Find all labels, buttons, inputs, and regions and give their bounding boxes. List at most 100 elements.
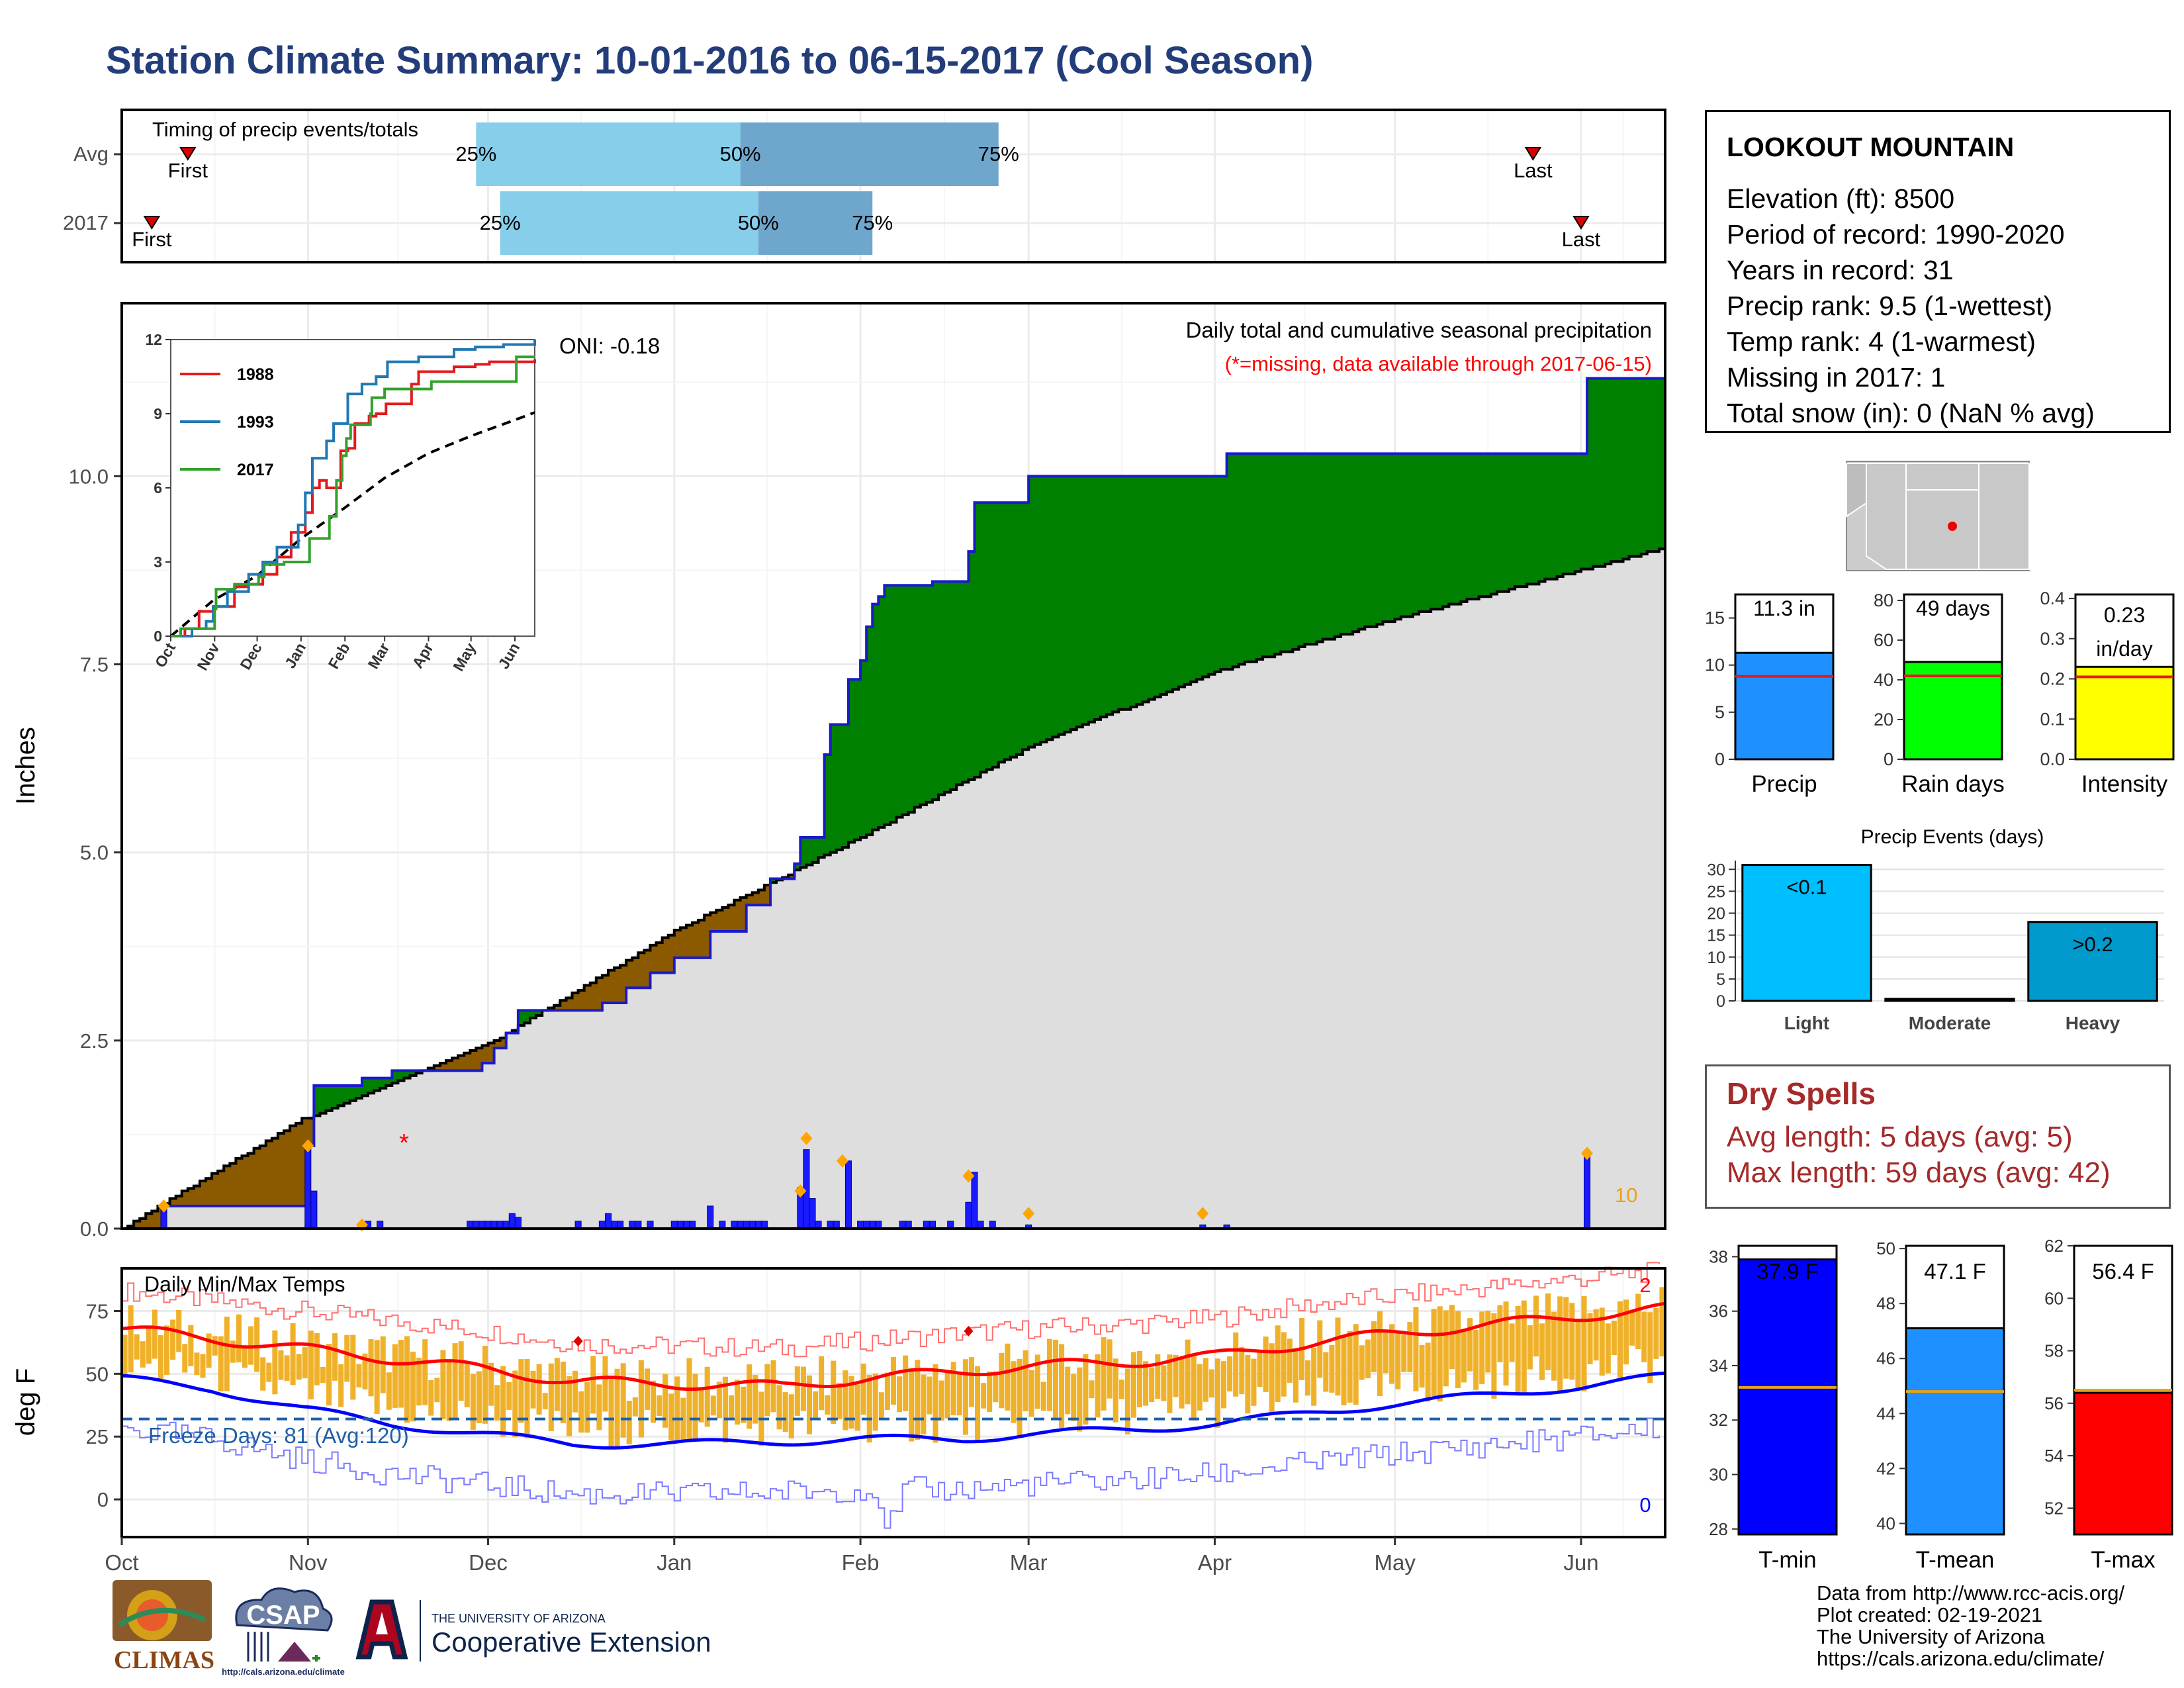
- daily-temp-range-bar: [638, 1360, 644, 1438]
- below-normal-area: [722, 907, 729, 932]
- below-normal-area: [169, 1199, 177, 1206]
- above-normal-area: [1425, 453, 1432, 612]
- above-normal-area: [1473, 453, 1480, 599]
- logos: CLIMAS CSAP http://cals.arizona.edu/clim…: [113, 1580, 711, 1677]
- record-high-count: 2: [1639, 1274, 1651, 1297]
- above-normal-area: [866, 626, 874, 835]
- record-low-line: [122, 1417, 1660, 1529]
- daily-temp-range-bar: [848, 1376, 854, 1429]
- daily-temp-range-bar: [974, 1366, 981, 1442]
- y-tick-label: 5.0: [80, 841, 109, 865]
- timing-panel: 25% 50% 75% First Last Avg 25% 50% 75% First Last 2…: [63, 109, 1666, 263]
- daily-temp-range-bar: [380, 1336, 386, 1393]
- daily-temp-range-bar: [1275, 1325, 1281, 1403]
- dry-spells-panel: Dry Spells Avg length: 5 days (avg: 5) M…: [1705, 1064, 2171, 1209]
- summary-y-tick-label: 0: [1884, 749, 1893, 769]
- daily-temp-range-bar: [572, 1370, 578, 1413]
- above-normal-area: [986, 502, 993, 770]
- daily-temp-range-bar: [1647, 1312, 1653, 1383]
- above-normal-area: [1394, 453, 1402, 620]
- daily-temp-range-bar: [1533, 1295, 1539, 1357]
- daily-temp-range-bar: [1611, 1321, 1617, 1356]
- above-normal-area: [944, 581, 952, 792]
- daily-temp-range-bar: [1527, 1325, 1533, 1370]
- daily-temp-range-bar: [1263, 1336, 1269, 1392]
- daily-temp-range-bar: [1539, 1323, 1545, 1380]
- daily-temp-range-bar: [680, 1397, 686, 1441]
- above-normal-area: [1185, 476, 1191, 684]
- daily-temp-range-bar: [776, 1385, 782, 1430]
- below-normal-area: [187, 1188, 195, 1206]
- map-state-outline: [1866, 463, 1907, 570]
- daily-temp-range-bar: [584, 1382, 590, 1433]
- summary-y-tick-label: 0.3: [2040, 629, 2065, 649]
- daily-temp-range-bar: [1473, 1329, 1479, 1390]
- daily-temp-range-bar: [987, 1371, 993, 1413]
- daily-temp-range-bar: [188, 1325, 194, 1366]
- above-normal-area: [1124, 476, 1132, 708]
- above-normal-area: [1197, 476, 1204, 679]
- below-normal-area: [152, 1210, 159, 1229]
- below-normal-area: [704, 916, 711, 958]
- above-normal-area: [1449, 453, 1456, 605]
- temp-summary-y-tick-label: 48: [1876, 1293, 1895, 1313]
- daily-temp-range-bar: [560, 1361, 566, 1423]
- daily-temp-range-bar: [620, 1363, 626, 1438]
- summary-y-tick-label: 20: [1874, 710, 1893, 729]
- daily-temp-range-bar: [1149, 1367, 1155, 1402]
- daily-temp-range-bar: [266, 1362, 272, 1382]
- event-count-label: 10: [1615, 1184, 1637, 1207]
- daily-temp-range-bar: [1143, 1361, 1149, 1406]
- daily-temp-range-bar: [338, 1364, 344, 1407]
- daily-temp-range-bar: [837, 1383, 842, 1419]
- daily-temp-range-bar: [332, 1333, 338, 1381]
- above-normal-area: [1418, 453, 1426, 613]
- daily-temp-range-bar: [1197, 1364, 1203, 1411]
- temp-summary-bars: 28 30 32 34 36 38 37.9 F T-min 40 42 44 46 48 50 47.1 …: [1709, 1236, 2173, 1573]
- daily-temp-range-bar: [212, 1336, 218, 1356]
- event-marker: [800, 1131, 813, 1145]
- below-normal-area: [746, 895, 753, 906]
- daily-temp-range-bar: [933, 1364, 938, 1443]
- daily-temp-range-bar: [308, 1331, 314, 1400]
- above-normal-area: [404, 1070, 411, 1078]
- below-normal-area: [134, 1221, 141, 1229]
- csap-logo: CSAP http://cals.arizona.edu/climate: [222, 1587, 345, 1677]
- daily-temp-range-bar: [272, 1330, 278, 1395]
- daily-temp-range-bar: [416, 1358, 422, 1406]
- below-normal-area: [253, 1149, 261, 1206]
- inset-y-tick-label: 3: [154, 553, 162, 571]
- x-tick-label: Jan: [657, 1550, 692, 1575]
- below-normal-area: [572, 993, 579, 1011]
- temp-summary-bar: [1905, 1327, 2005, 1536]
- below-normal-area: [445, 1061, 453, 1071]
- temp-summary-y-tick-label: 38: [1709, 1246, 1728, 1266]
- below-normal-area: [290, 1127, 296, 1206]
- daily-temp-range-bar: [602, 1356, 608, 1412]
- daily-temp-range-bar: [632, 1397, 638, 1417]
- footer-credits: Data from http://www.rcc-acis.org/ Plot …: [1817, 1582, 2124, 1669]
- daily-temp-range-bar: [938, 1380, 944, 1421]
- daily-temp-range-bar: [350, 1335, 356, 1400]
- daily-temp-range-bar: [1455, 1311, 1461, 1388]
- daily-temp-range-bar: [1503, 1301, 1509, 1385]
- event-marker: [1023, 1207, 1035, 1221]
- above-normal-area: [1455, 453, 1462, 604]
- daily-temp-range-bar: [1389, 1324, 1395, 1384]
- above-normal-area: [1214, 476, 1222, 672]
- daily-temp-range-bar: [1167, 1354, 1173, 1413]
- daily-temp-range-bar: [1107, 1339, 1113, 1399]
- y-tick-label: 10.0: [69, 465, 109, 488]
- avg-tmax-line: [121, 1301, 1666, 1391]
- below-normal-area: [764, 886, 771, 906]
- above-normal-area: [1647, 378, 1654, 553]
- daily-temp-range-bar: [1130, 1352, 1136, 1418]
- above-normal-area: [1383, 453, 1390, 623]
- station-name: LOOKOUT MOUNTAIN: [1727, 132, 2015, 162]
- event-marker: [158, 1199, 170, 1213]
- above-normal-area: [1142, 476, 1150, 701]
- daily-temp-range-bar: [944, 1372, 950, 1419]
- below-normal-area: [181, 1192, 189, 1206]
- inset-legend-label: 1993: [237, 413, 274, 432]
